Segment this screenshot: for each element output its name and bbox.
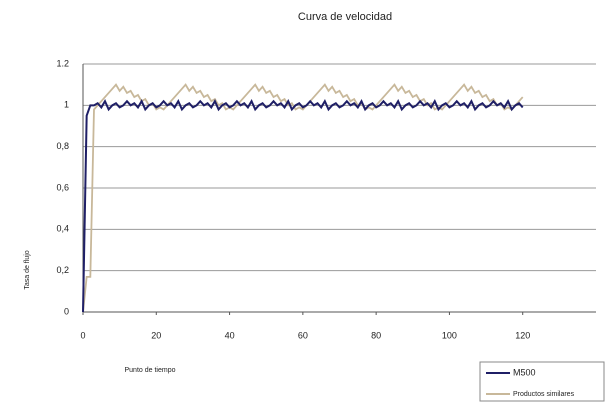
y-tick-label: 0,6 <box>56 182 69 192</box>
x-tick-label: 40 <box>225 330 235 340</box>
y-tick-label: 0,8 <box>56 141 69 151</box>
y-tick-label: 0,4 <box>56 224 69 234</box>
y-tick-label: 1 <box>64 100 69 110</box>
x-axis-label: Punto de tiempo <box>125 367 176 374</box>
series-line <box>82 83 524 313</box>
legend-label: Productos similares <box>513 391 575 398</box>
chart-title: Curva de velocidad <box>298 11 392 23</box>
y-tick-label: 1.2 <box>56 58 69 68</box>
y-axis-label: Tasa de flujo <box>24 250 31 289</box>
y-tick-label: 0,2 <box>56 265 69 275</box>
x-tick-label: 80 <box>371 330 381 340</box>
x-tick-label: 20 <box>151 330 161 340</box>
x-tick-label: 0 <box>80 330 85 340</box>
x-tick-label: 120 <box>515 330 530 340</box>
x-tick-label: 100 <box>442 330 457 340</box>
legend-label: M500 <box>513 367 536 377</box>
y-tick-label: 0 <box>64 306 69 316</box>
series-line <box>82 99 524 313</box>
x-tick-label: 60 <box>298 330 308 340</box>
